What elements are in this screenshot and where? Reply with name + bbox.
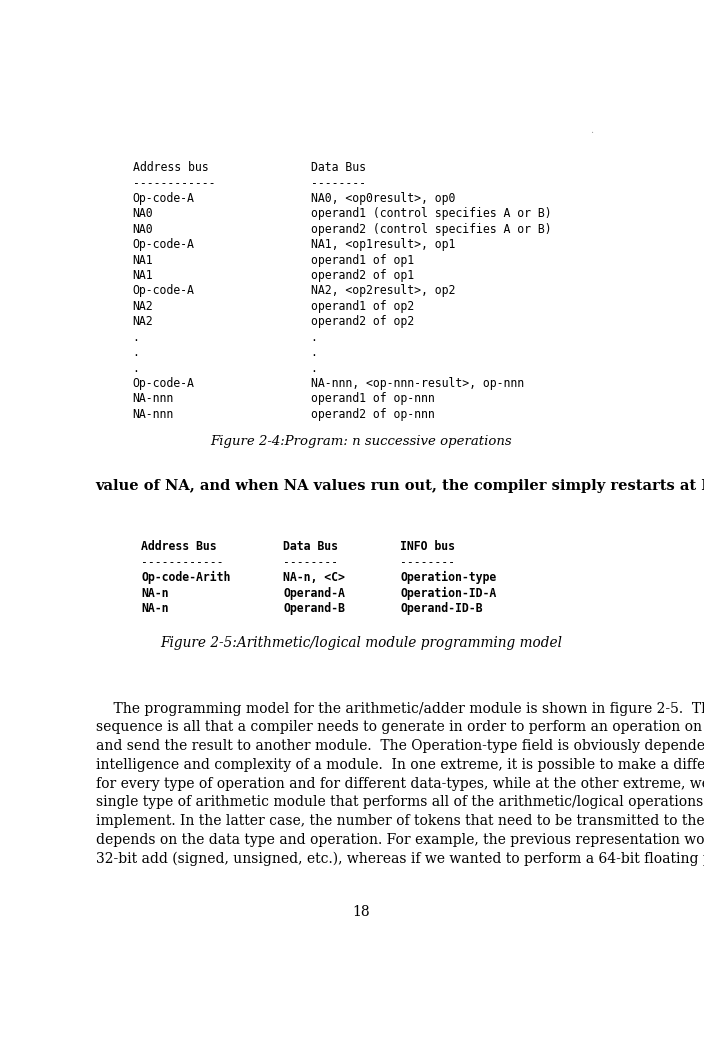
Text: NA-n, <C>: NA-n, <C> [283,571,345,584]
Text: operand2 of op2: operand2 of op2 [310,315,414,329]
Text: Operand-ID-B: Operand-ID-B [400,601,482,615]
Text: depends on the data type and operation. For example, the previous representation: depends on the data type and operation. … [96,833,704,847]
Text: operand1 of op-nnn: operand1 of op-nnn [310,392,434,405]
Text: Operand-B: Operand-B [283,601,345,615]
Text: Figure 2-5:Arithmetic/logical module programming model: Figure 2-5:Arithmetic/logical module pro… [160,636,562,650]
Text: NA-n: NA-n [142,601,169,615]
Text: NA0: NA0 [133,223,153,235]
Text: --------: -------- [283,556,339,568]
Text: NA1: NA1 [133,254,153,267]
Text: INFO bus: INFO bus [400,540,455,554]
Text: NA0, <op0result>, op0: NA0, <op0result>, op0 [310,192,455,205]
Text: --------: -------- [310,176,365,190]
Text: Operand-A: Operand-A [283,587,345,599]
Text: NA1: NA1 [133,269,153,282]
Text: NA0: NA0 [133,207,153,221]
Text: NA-nnn: NA-nnn [133,408,174,421]
Text: single type of arithmetic module that performs all of the arithmetic/logical ope: single type of arithmetic module that pe… [96,795,704,809]
Text: intelligence and complexity of a module.  In one extreme, it is possible to make: intelligence and complexity of a module.… [96,758,704,772]
Text: for every type of operation and for different data-types, while at the other ext: for every type of operation and for diff… [96,777,704,790]
Text: ------------: ------------ [142,556,224,568]
Text: operand2 (control specifies A or B): operand2 (control specifies A or B) [310,223,551,235]
Text: .: . [133,331,139,343]
Text: 18: 18 [352,905,370,920]
Text: NA2, <op2result>, op2: NA2, <op2result>, op2 [310,284,455,298]
Text: NA1, <op1result>, op1: NA1, <op1result>, op1 [310,239,455,251]
Text: NA-nnn: NA-nnn [133,392,174,405]
Text: Operation-type: Operation-type [400,571,496,584]
Text: .: . [590,127,593,135]
Text: NA2: NA2 [133,315,153,329]
Text: Op-code-Arith: Op-code-Arith [142,571,231,584]
Text: operand2 of op-nnn: operand2 of op-nnn [310,408,434,421]
Text: value of NA, and when NA values run out, the compiler simply restarts at NA0.: value of NA, and when NA values run out,… [96,479,704,493]
Text: NA2: NA2 [133,300,153,313]
Text: .: . [310,331,318,343]
Text: operand1 of op1: operand1 of op1 [310,254,414,267]
Text: operand1 (control specifies A or B): operand1 (control specifies A or B) [310,207,551,221]
Text: --------: -------- [400,556,455,568]
Text: Operation-ID-A: Operation-ID-A [400,587,496,599]
Text: sequence is all that a compiler needs to generate in order to perform an operati: sequence is all that a compiler needs to… [96,721,704,734]
Text: ------------: ------------ [133,176,215,190]
Text: Figure 2-4:Program: n successive operations: Figure 2-4:Program: n successive operati… [210,436,512,448]
Text: Op-code-A: Op-code-A [133,192,194,205]
Text: operand2 of op1: operand2 of op1 [310,269,414,282]
Text: NA-n: NA-n [142,587,169,599]
Text: Data Bus: Data Bus [283,540,339,554]
Text: implement. In the latter case, the number of tokens that need to be transmitted : implement. In the latter case, the numbe… [96,814,704,829]
Text: The programming model for the arithmetic/adder module is shown in figure 2-5.  T: The programming model for the arithmetic… [96,701,704,716]
Text: Op-code-A: Op-code-A [133,284,194,298]
Text: .: . [310,346,318,359]
Text: and send the result to another module.  The Operation-type field is obviously de: and send the result to another module. T… [96,739,704,753]
Text: .: . [310,362,318,374]
Text: Data Bus: Data Bus [310,161,365,174]
Text: Address bus: Address bus [133,161,208,174]
Text: Op-code-A: Op-code-A [133,376,194,390]
Text: operand1 of op2: operand1 of op2 [310,300,414,313]
Text: 32-bit add (signed, unsigned, etc.), whereas if we wanted to perform a 64-bit fl: 32-bit add (signed, unsigned, etc.), whe… [96,851,704,866]
Text: .: . [133,346,139,359]
Text: NA-nnn, <op-nnn-result>, op-nnn: NA-nnn, <op-nnn-result>, op-nnn [310,376,524,390]
Text: Op-code-A: Op-code-A [133,239,194,251]
Text: .: . [133,362,139,374]
Text: Address Bus: Address Bus [142,540,217,554]
